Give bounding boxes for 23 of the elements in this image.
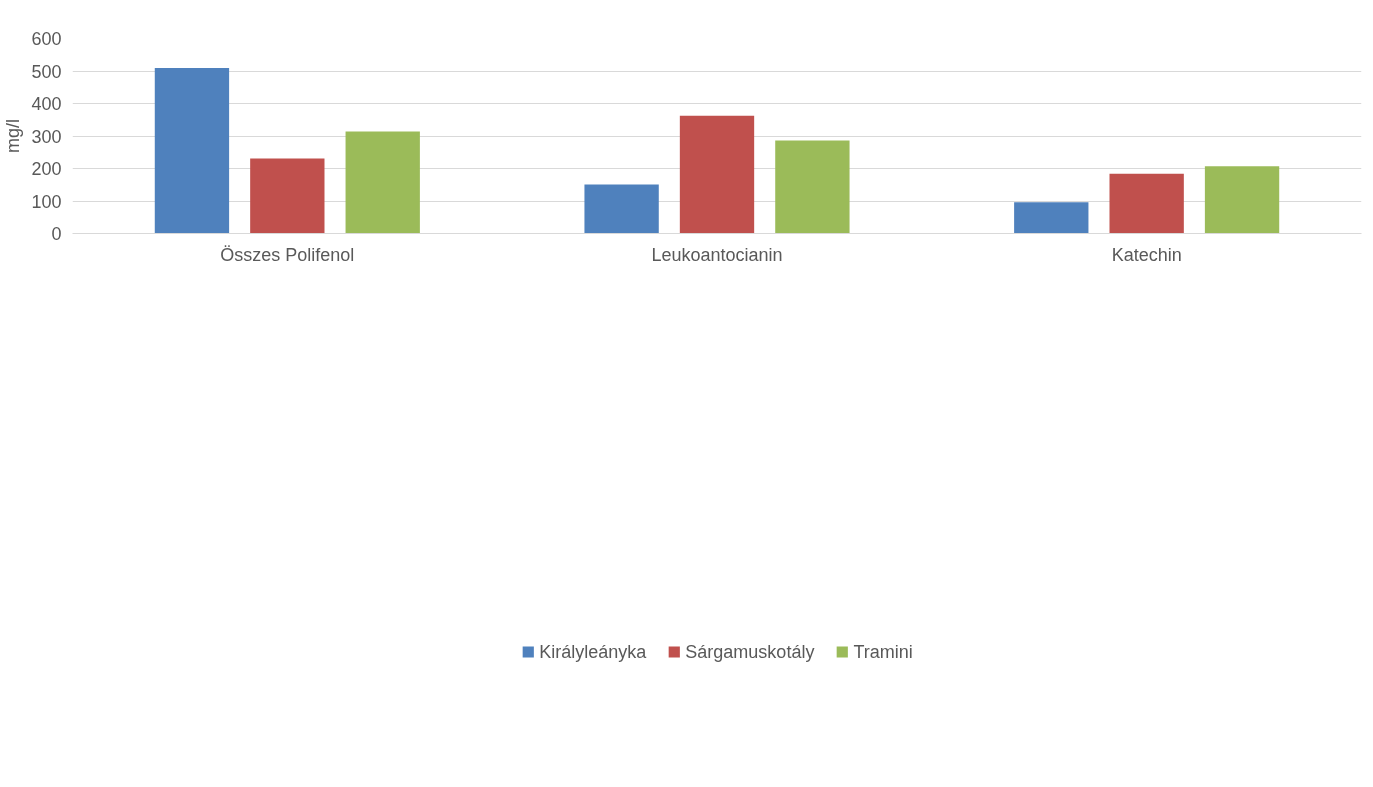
bar xyxy=(250,158,325,234)
bar xyxy=(775,140,850,234)
y-axis-title: mg/l xyxy=(3,118,24,153)
bar xyxy=(584,184,659,234)
legend-label: Királyleányka xyxy=(539,641,647,663)
y-tick-label: 100 xyxy=(31,191,62,212)
x-tick-label: Összes Polifenol xyxy=(220,244,355,265)
bar xyxy=(345,131,420,234)
x-tick-label: Leukoantocianin xyxy=(651,244,783,265)
bar xyxy=(154,68,230,234)
y-tick-label: 600 xyxy=(31,29,62,49)
bar xyxy=(679,115,755,234)
legend-label: Tramini xyxy=(853,641,913,663)
bar xyxy=(1109,173,1184,234)
bar xyxy=(1014,202,1089,234)
y-tick-label: 300 xyxy=(31,126,62,147)
x-tick-label: Katechin xyxy=(1111,244,1182,265)
legend-label: Sárgamuskotály xyxy=(685,641,815,663)
bar xyxy=(1204,166,1280,234)
y-tick-label: 200 xyxy=(31,159,62,179)
y-tick-label: 0 xyxy=(51,224,62,244)
y-tick-label: 400 xyxy=(31,94,62,114)
y-tick-label: 500 xyxy=(31,61,62,82)
